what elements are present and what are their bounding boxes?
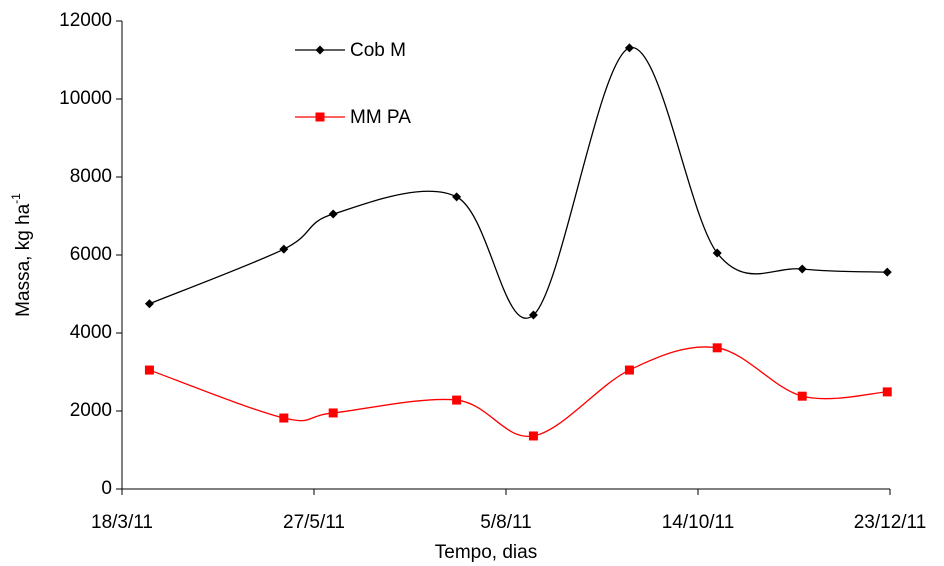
- marker: [328, 408, 338, 418]
- marker: [279, 244, 289, 254]
- series-line: [149, 47, 888, 319]
- marker: [279, 413, 289, 423]
- marker: [624, 43, 634, 53]
- x-axis-label: Tempo, dias: [435, 542, 537, 563]
- marker: [144, 365, 154, 375]
- x-tick-label: 5/8/11: [480, 512, 531, 533]
- y-tick-label: 2000: [70, 400, 112, 421]
- legend-label: Cob M: [350, 40, 406, 61]
- y-tick-label: 10000: [59, 88, 112, 109]
- marker: [712, 248, 722, 258]
- marker: [144, 299, 154, 309]
- x-tick-label: 14/10/11: [662, 512, 735, 533]
- y-tick-label: 4000: [70, 322, 112, 343]
- legend-marker: [315, 45, 325, 55]
- x-tick-label: 27/5/11: [283, 512, 345, 533]
- marker: [882, 267, 892, 277]
- marker: [624, 365, 634, 375]
- y-axis-label-superscript: -1: [9, 193, 23, 204]
- y-axis-label: Massa, kg ha-1: [9, 193, 34, 317]
- x-tick-label: 18/3/11: [91, 512, 153, 533]
- marker: [797, 391, 807, 401]
- legend-label: MM PA: [350, 107, 411, 128]
- y-tick-label: 12000: [59, 10, 112, 31]
- y-tick-label: 8000: [70, 166, 112, 187]
- y-tick-label: 0: [101, 478, 112, 499]
- marker: [328, 209, 338, 219]
- marker: [528, 310, 538, 320]
- series-line: [149, 346, 888, 437]
- y-axis-label-text: Massa, kg ha: [13, 203, 34, 316]
- legend-marker: [315, 112, 325, 122]
- x-tick-label: 23/12/11: [854, 512, 927, 533]
- marker: [797, 264, 807, 274]
- marker: [882, 387, 892, 397]
- marker: [452, 192, 462, 202]
- marker: [712, 343, 722, 353]
- marker: [528, 431, 538, 441]
- marker: [452, 395, 462, 405]
- y-tick-label: 6000: [70, 244, 112, 265]
